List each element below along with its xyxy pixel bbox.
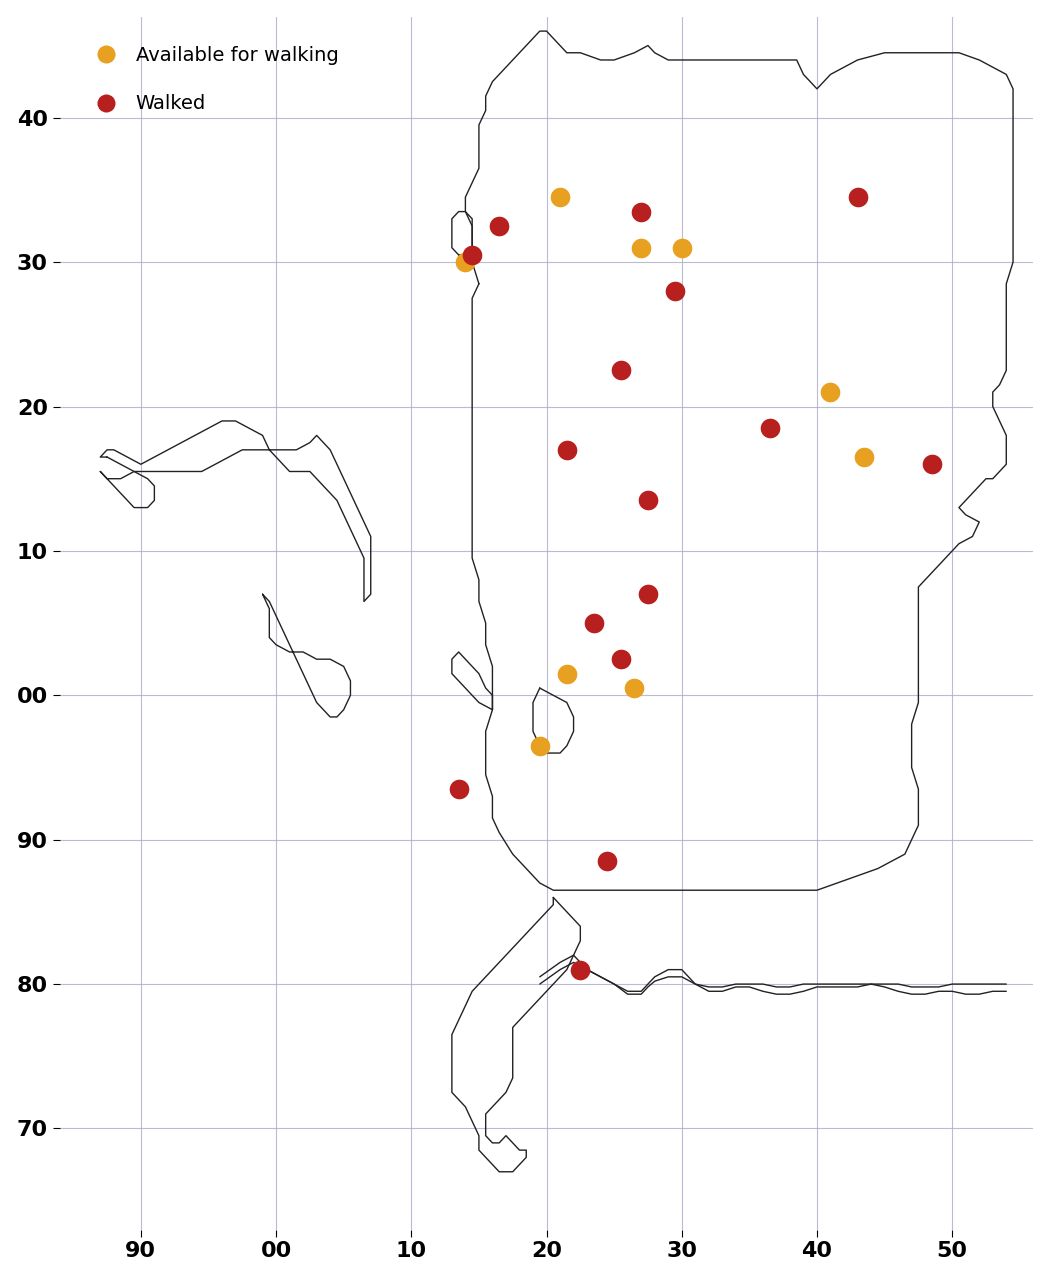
Point bbox=[559, 440, 575, 460]
Point bbox=[464, 244, 481, 265]
Point bbox=[639, 491, 656, 511]
Point bbox=[559, 663, 575, 684]
Point bbox=[633, 238, 650, 258]
Point bbox=[633, 202, 650, 222]
Point bbox=[924, 454, 941, 474]
Point bbox=[612, 649, 629, 670]
Point bbox=[490, 216, 507, 236]
Point bbox=[856, 447, 873, 468]
Point bbox=[598, 851, 615, 872]
Point bbox=[450, 778, 467, 799]
Point bbox=[667, 281, 684, 302]
Point bbox=[551, 187, 568, 207]
Point bbox=[612, 360, 629, 381]
Point bbox=[639, 584, 656, 604]
Point bbox=[761, 418, 778, 438]
Point bbox=[822, 382, 839, 403]
Legend: Available for walking, Walked: Available for walking, Walked bbox=[79, 38, 346, 121]
Point bbox=[531, 736, 548, 757]
Point bbox=[586, 613, 603, 634]
Point bbox=[849, 187, 866, 207]
Point bbox=[626, 677, 643, 698]
Point bbox=[457, 252, 474, 272]
Point bbox=[572, 960, 589, 980]
Point bbox=[673, 238, 690, 258]
